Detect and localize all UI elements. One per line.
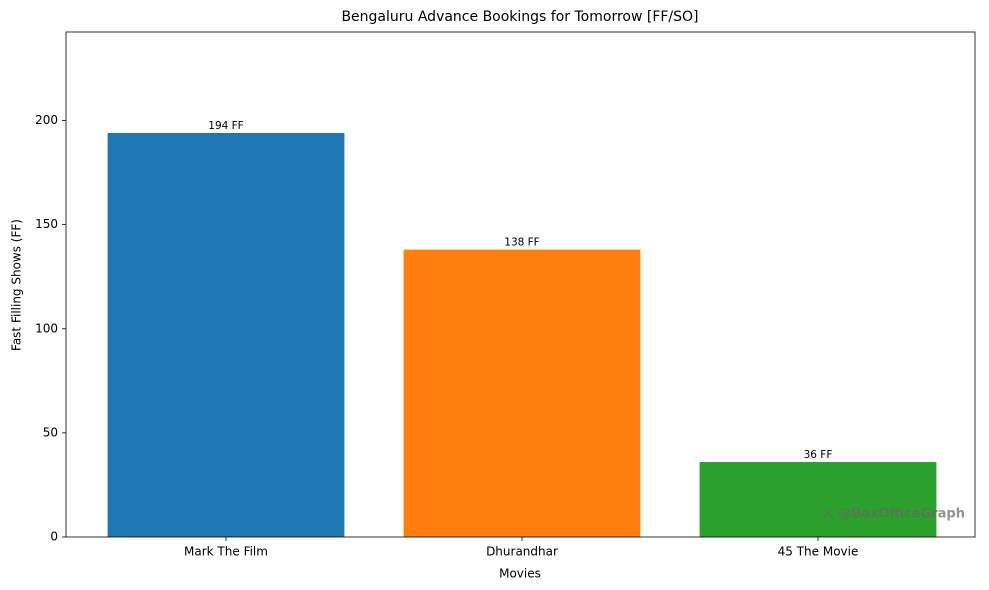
x-axis-label: Movies [499, 567, 541, 581]
y-tick-label: 100 [35, 321, 58, 335]
plot-frame [65, 31, 976, 538]
y-tick-label: 200 [35, 113, 58, 127]
y-tick-label: 0 [50, 530, 58, 544]
watermark: 𝕏 @BoxOfficeGraph [823, 507, 965, 522]
x-tick-label: 45 The Movie [778, 545, 859, 559]
x-tick-label: Mark The Film [184, 545, 268, 559]
bar [107, 133, 345, 537]
value-label: 36 FF [804, 449, 833, 461]
y-tick-label: 150 [35, 217, 58, 231]
bar [403, 249, 641, 537]
y-axis-label: Fast Filling Shows (FF) [10, 219, 24, 351]
x-tick-label: Dhurandhar [486, 545, 558, 559]
chart-title: Bengaluru Advance Bookings for Tomorrow … [341, 9, 698, 25]
value-label: 194 FF [208, 120, 243, 132]
y-tick-label: 50 [43, 425, 58, 439]
value-label: 138 FF [504, 237, 539, 249]
bar [699, 462, 937, 537]
